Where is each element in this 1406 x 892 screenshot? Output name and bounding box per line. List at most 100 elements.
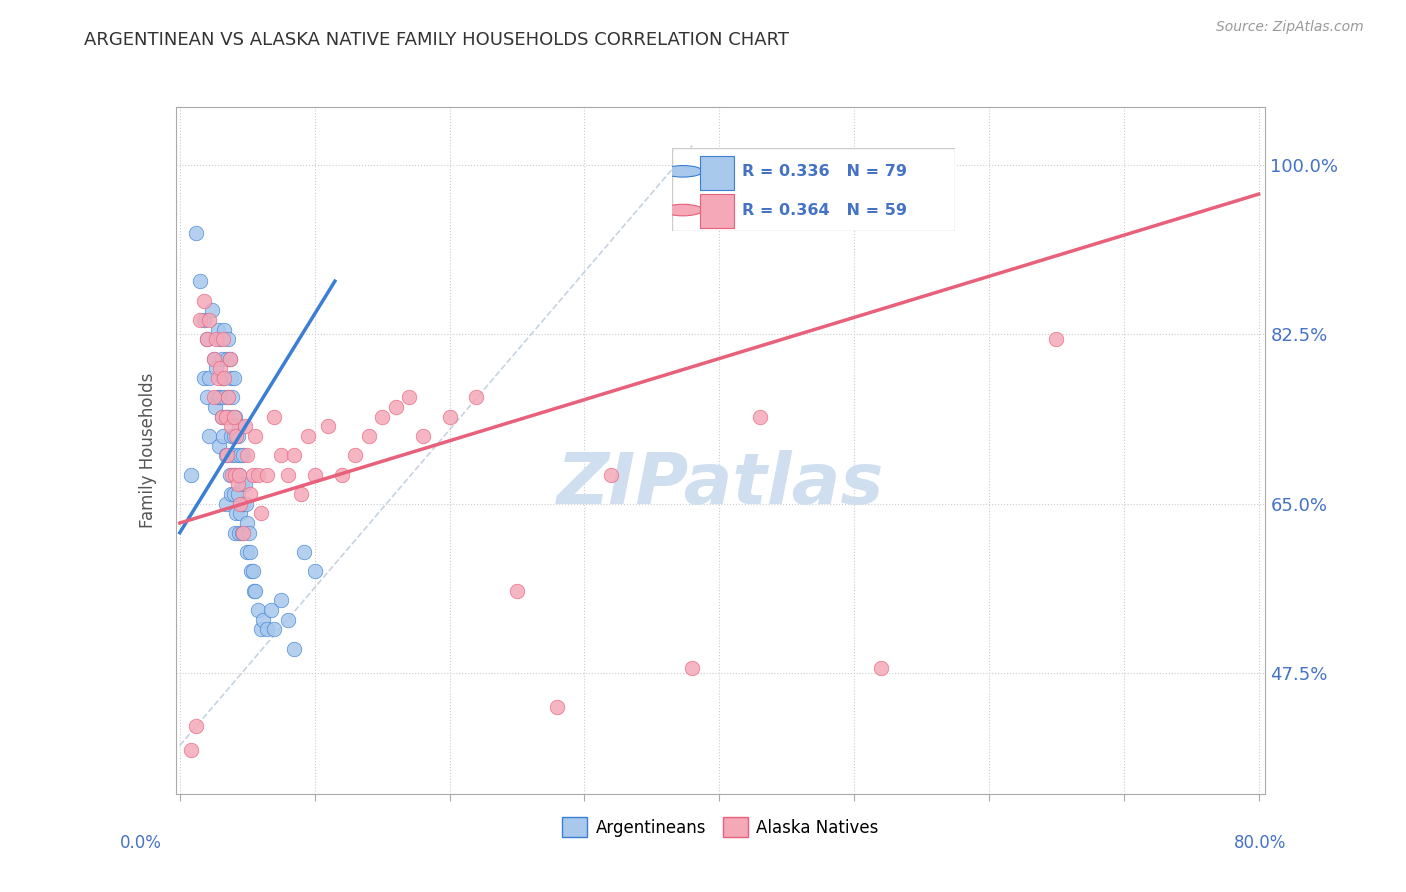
Point	[214, 409, 236, 424]
Point	[224, 409, 246, 424]
Point	[236, 516, 259, 530]
Point	[398, 390, 420, 404]
Point	[217, 332, 239, 346]
Point	[193, 293, 215, 308]
Point	[357, 429, 380, 443]
Point	[226, 429, 249, 443]
Point	[214, 497, 236, 511]
Point	[239, 545, 262, 559]
Point	[207, 371, 229, 385]
Point	[235, 497, 257, 511]
Point	[217, 390, 239, 404]
Point	[226, 487, 249, 501]
Point	[263, 623, 285, 637]
Point	[316, 419, 339, 434]
Point	[198, 371, 221, 385]
Point	[218, 351, 240, 366]
Point	[1045, 332, 1067, 346]
Point	[371, 409, 394, 424]
Point	[243, 583, 266, 598]
Point	[214, 390, 236, 404]
Point	[233, 477, 256, 491]
Point	[240, 565, 263, 579]
Point	[229, 497, 252, 511]
Point	[226, 477, 249, 491]
Point	[290, 487, 312, 501]
Point	[245, 429, 267, 443]
Point	[465, 390, 488, 404]
Point	[209, 390, 232, 404]
Point	[247, 603, 270, 617]
Point	[180, 743, 202, 757]
Text: R = 0.336   N = 79: R = 0.336 N = 79	[742, 164, 907, 178]
Point	[219, 419, 242, 434]
Point	[188, 274, 211, 288]
Point	[412, 429, 434, 443]
Point	[218, 409, 240, 424]
Point	[209, 361, 232, 376]
Point	[222, 487, 245, 501]
Legend: Argentineans, Alaska Natives: Argentineans, Alaska Natives	[555, 810, 886, 844]
Point	[236, 545, 259, 559]
Point	[193, 371, 215, 385]
Text: 80.0%: 80.0%	[1234, 834, 1286, 852]
Point	[233, 419, 256, 434]
Point	[270, 593, 292, 607]
Point	[218, 467, 240, 482]
Point	[228, 467, 250, 482]
Point	[384, 400, 406, 414]
Point	[228, 419, 250, 434]
Point	[222, 429, 245, 443]
Point	[214, 409, 236, 424]
Point	[215, 448, 238, 462]
Point	[297, 429, 319, 443]
Point	[221, 467, 243, 482]
Point	[242, 565, 264, 579]
Point	[195, 332, 218, 346]
Point	[214, 322, 236, 336]
Point	[207, 322, 229, 336]
Point	[221, 390, 243, 404]
Point	[214, 448, 236, 462]
Point	[283, 641, 305, 656]
Point	[212, 332, 235, 346]
Text: ARGENTINEAN VS ALASKA NATIVE FAMILY HOUSEHOLDS CORRELATION CHART: ARGENTINEAN VS ALASKA NATIVE FAMILY HOUS…	[84, 31, 789, 49]
FancyBboxPatch shape	[700, 194, 734, 228]
Point	[231, 477, 253, 491]
Text: 0.0%: 0.0%	[120, 834, 162, 852]
Text: R = 0.364   N = 59: R = 0.364 N = 59	[742, 202, 907, 218]
Point	[202, 351, 225, 366]
Point	[232, 448, 254, 462]
Point	[506, 583, 529, 598]
Point	[228, 525, 250, 540]
Point	[870, 661, 893, 675]
Point	[207, 390, 229, 404]
Point	[263, 409, 285, 424]
Point	[202, 351, 225, 366]
Point	[195, 332, 218, 346]
Point	[330, 467, 353, 482]
Point	[232, 497, 254, 511]
Point	[218, 351, 240, 366]
Point	[439, 409, 461, 424]
Text: Source: ZipAtlas.com: Source: ZipAtlas.com	[1216, 20, 1364, 34]
Point	[204, 400, 226, 414]
Point	[219, 371, 242, 385]
Point	[211, 409, 233, 424]
Point	[205, 361, 228, 376]
Point	[229, 448, 252, 462]
Point	[247, 467, 270, 482]
Point	[198, 429, 221, 443]
Point	[208, 439, 231, 453]
Point	[225, 506, 247, 520]
Point	[225, 429, 247, 443]
Point	[304, 565, 326, 579]
Circle shape	[664, 204, 703, 216]
Point	[277, 467, 299, 482]
Point	[212, 371, 235, 385]
Point	[277, 613, 299, 627]
Point	[205, 332, 228, 346]
Point	[238, 525, 260, 540]
Point	[217, 390, 239, 404]
Point	[224, 467, 246, 482]
